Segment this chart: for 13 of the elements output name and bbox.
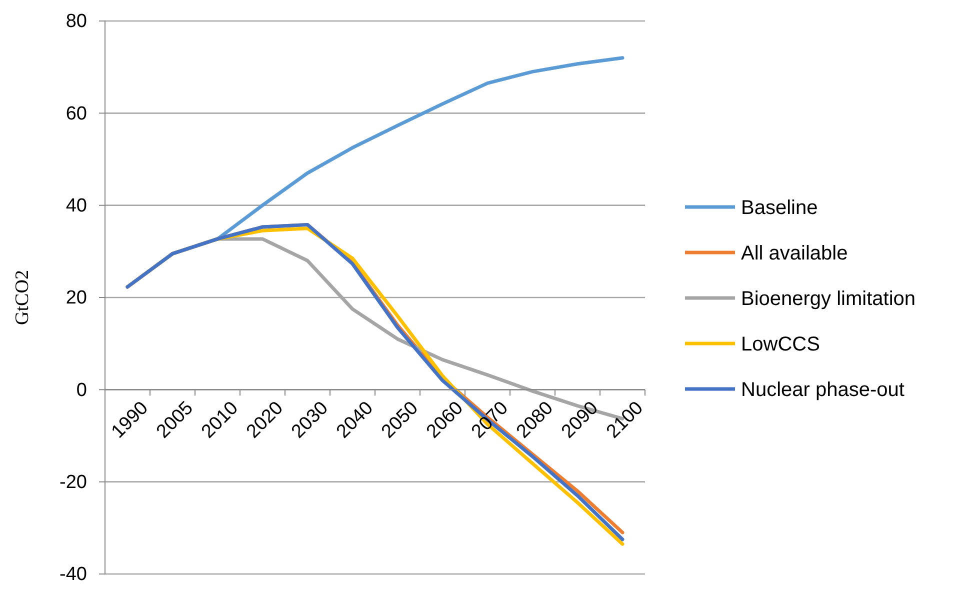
y-tick-label: 40 [66, 195, 87, 216]
y-axis-title: GtCO2 [12, 270, 33, 325]
legend-label: All available [741, 242, 848, 264]
legend-label: Bioenergy limitation [741, 288, 916, 310]
y-tick-label: 20 [66, 288, 87, 309]
legend-label: Baseline [741, 197, 818, 219]
legend-label: LowCCS [741, 334, 820, 356]
y-tick-label: 60 [66, 103, 87, 124]
y-tick-label: 0 [76, 380, 87, 401]
y-tick-label: -40 [60, 564, 87, 586]
y-tick-label: -20 [60, 472, 87, 493]
y-tick-label: 80 [66, 11, 87, 32]
legend-label: Nuclear phase-out [741, 379, 905, 401]
